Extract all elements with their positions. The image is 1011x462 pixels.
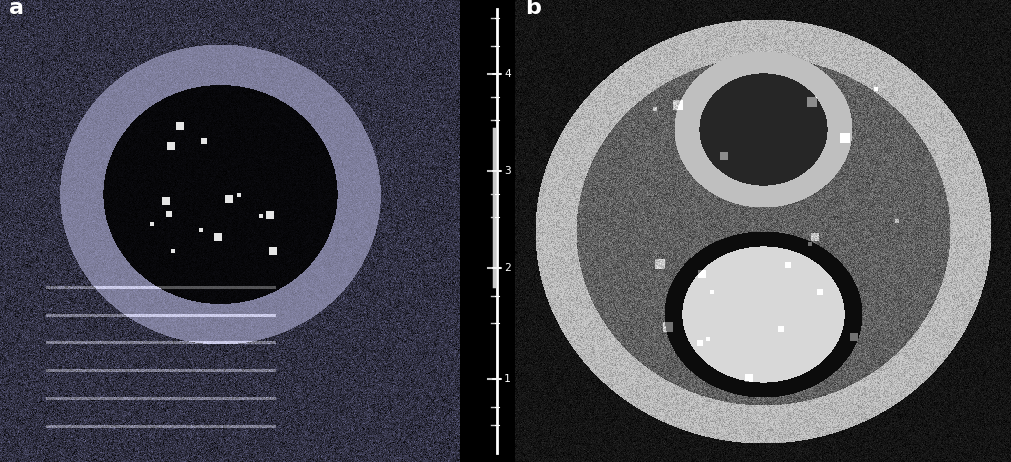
- Text: b: b: [525, 0, 541, 18]
- Text: 1: 1: [504, 374, 511, 384]
- Text: 3: 3: [504, 166, 511, 176]
- Text: 4: 4: [504, 69, 511, 79]
- Text: 2: 2: [504, 263, 511, 273]
- Text: a: a: [9, 0, 24, 18]
